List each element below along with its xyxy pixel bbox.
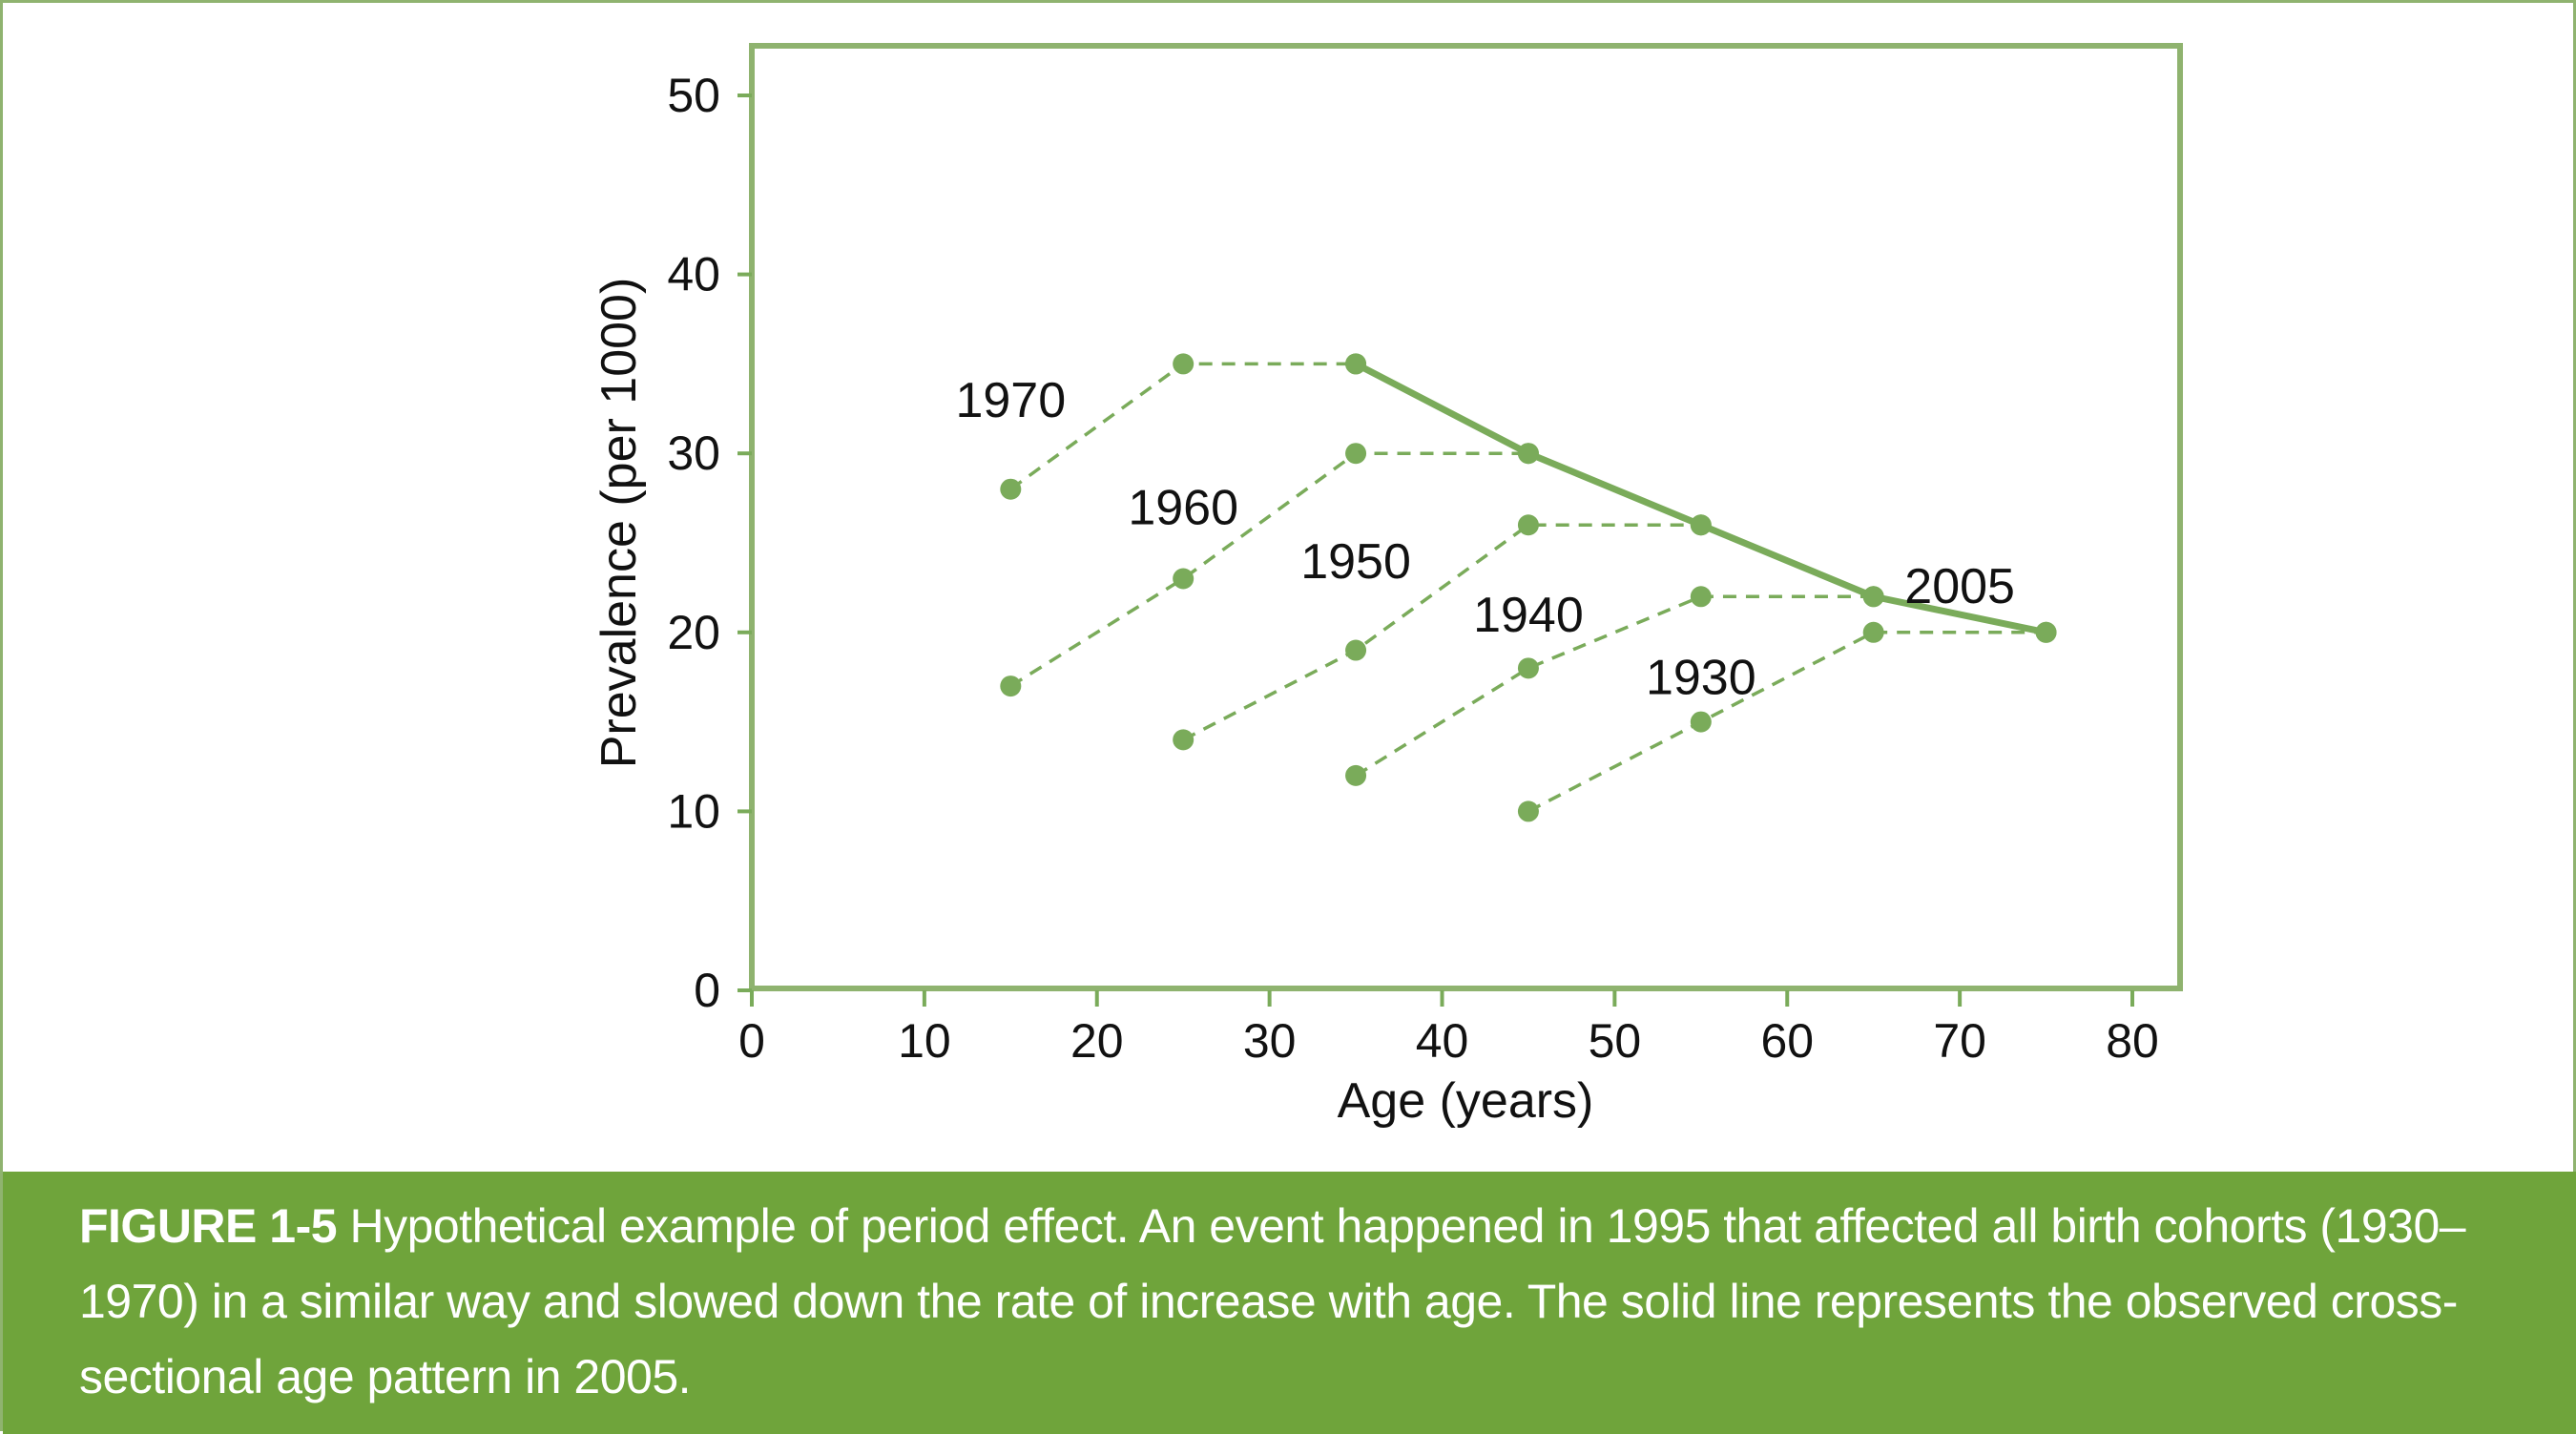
labels: 1970 1960 1950 1940 1930 2005 bbox=[955, 373, 2015, 706]
series-1950-line bbox=[1182, 523, 1701, 741]
series-2005-point bbox=[1517, 443, 1539, 465]
series-label-1950: 1950 bbox=[1300, 534, 1411, 590]
series-1960-point bbox=[1345, 443, 1367, 465]
series-1930-point bbox=[1517, 800, 1539, 822]
chart: 0 10 20 30 40 50 0 10 20 30 40 50 60 70 80 Age (years) P… bbox=[592, 43, 2183, 1129]
y-tick-label: 0 bbox=[694, 964, 720, 1017]
series-2005-point bbox=[1690, 514, 1712, 536]
figure-label: FIGURE 1-5 bbox=[79, 1199, 338, 1253]
series-label-1960: 1960 bbox=[1128, 480, 1238, 535]
series-2005-point bbox=[1862, 586, 1884, 608]
series-1950-point bbox=[1517, 514, 1539, 536]
series-1930-point bbox=[1862, 621, 1884, 643]
series-1940-line bbox=[1355, 594, 1874, 778]
y-tick-label: 20 bbox=[667, 606, 720, 659]
plot-frame bbox=[749, 43, 2183, 991]
series-2005-point bbox=[1345, 353, 1367, 375]
axes: 0 10 20 30 40 50 0 10 20 30 40 50 60 70 80 Age (years) P… bbox=[592, 69, 2159, 1129]
x-tick-label: 30 bbox=[1243, 1014, 1297, 1068]
y-tick-label: 10 bbox=[667, 784, 720, 838]
series-1950-point bbox=[1173, 729, 1195, 751]
x-tick-label: 70 bbox=[1933, 1014, 1986, 1068]
series-1940-point bbox=[1345, 764, 1367, 786]
x-tick-label: 60 bbox=[1760, 1014, 1814, 1068]
series-2005-point bbox=[2035, 621, 2057, 643]
figure-caption: FIGURE 1-5 Hypothetical example of perio… bbox=[3, 1172, 2576, 1434]
series-label-2005: 2005 bbox=[1904, 559, 2015, 614]
caption-text: Hypothetical example of period effect. A… bbox=[79, 1199, 2466, 1403]
y-tick-label: 40 bbox=[667, 248, 720, 301]
series-1970-point bbox=[1173, 353, 1195, 375]
series-layer bbox=[1000, 353, 2057, 822]
y-axis-title: Prevalence (per 1000) bbox=[592, 278, 647, 769]
series-1940-point bbox=[1517, 657, 1539, 679]
x-tick-label: 80 bbox=[2106, 1014, 2159, 1068]
y-tick-label: 30 bbox=[667, 426, 720, 480]
series-1960-line bbox=[1009, 451, 1528, 688]
series-1970-point bbox=[1000, 478, 1022, 500]
series-1950-point bbox=[1345, 639, 1367, 661]
x-tick-label: 10 bbox=[898, 1014, 951, 1068]
series-label-1930: 1930 bbox=[1646, 651, 1756, 706]
y-tick-label: 50 bbox=[667, 69, 720, 122]
plot-area: 0 10 20 30 40 50 0 10 20 30 40 50 60 70 80 Age (years) P… bbox=[3, 3, 2576, 1172]
x-axis-title: Age (years) bbox=[1338, 1073, 1594, 1129]
x-tick-label: 20 bbox=[1070, 1014, 1124, 1068]
series-label-1940: 1940 bbox=[1473, 588, 1584, 643]
x-tick-label: 40 bbox=[1416, 1014, 1469, 1068]
x-tick-label: 50 bbox=[1589, 1014, 1642, 1068]
series-1960-point bbox=[1000, 675, 1022, 697]
x-tick-label: 0 bbox=[738, 1014, 765, 1068]
series-1940-point bbox=[1690, 586, 1712, 608]
series-1930-line bbox=[1527, 631, 2046, 813]
series-1960-point bbox=[1173, 568, 1195, 590]
series-1930-point bbox=[1690, 711, 1712, 733]
series-label-1970: 1970 bbox=[955, 373, 1066, 428]
